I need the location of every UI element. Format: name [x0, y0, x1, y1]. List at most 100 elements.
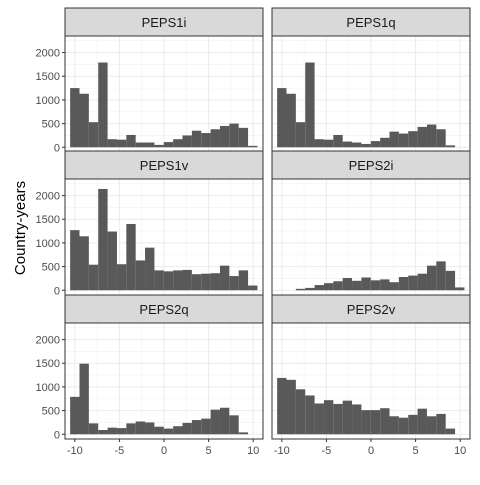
- histogram-bar: [229, 123, 239, 148]
- histogram-bar: [219, 125, 230, 148]
- histogram-bar: [191, 420, 202, 435]
- histogram-bar: [333, 281, 343, 291]
- histogram-bar: [277, 377, 287, 435]
- histogram-bar: [361, 410, 371, 435]
- histogram-bar: [361, 277, 371, 291]
- histogram-bar: [295, 288, 306, 291]
- panel-peps1q: PEPS1q: [271, 7, 471, 153]
- histogram-bar: [88, 122, 99, 148]
- histogram-bar: [182, 135, 192, 148]
- histogram-bar: [135, 421, 146, 435]
- histogram-bar: [191, 130, 202, 148]
- histogram-bar: [238, 270, 249, 291]
- histogram-bar: [163, 271, 174, 291]
- y-tick-label: 1000: [36, 95, 60, 107]
- histogram-bar: [445, 428, 456, 435]
- histogram-bar: [201, 418, 211, 435]
- y-tick-label: 1000: [36, 238, 60, 250]
- histogram-bar: [389, 416, 399, 435]
- histogram-bar: [229, 415, 239, 435]
- histogram-bar: [238, 127, 249, 148]
- histogram-bar: [408, 275, 418, 291]
- x-tick-label: 10: [247, 445, 259, 457]
- histogram-bar: [163, 428, 174, 435]
- histogram-bar: [173, 139, 183, 148]
- y-tick-label: 2000: [36, 191, 60, 203]
- y-tick-label: 1500: [36, 71, 60, 83]
- histogram-bar: [352, 142, 362, 148]
- y-tick-label: 1500: [36, 358, 60, 370]
- histogram-bar: [173, 426, 183, 435]
- histogram-bar: [107, 139, 117, 148]
- panel-strip: [64, 7, 264, 37]
- panel-title: PEPS2q: [139, 302, 188, 317]
- panel-peps2v: PEPS2v -10 -5 0 5 10: [271, 294, 471, 457]
- histogram-bar: [145, 422, 155, 435]
- x-tick-label: -5: [322, 445, 332, 457]
- histogram-bar: [398, 277, 409, 291]
- histogram-bar: [370, 410, 381, 435]
- histogram-bar: [70, 230, 80, 291]
- x-tick-label: -10: [67, 445, 83, 457]
- panel-peps2i: PEPS2i: [271, 150, 471, 296]
- panel-peps1v: PEPS1v 0 500 1000 1500 2000: [36, 150, 264, 297]
- histogram-bar: [314, 403, 324, 435]
- x-tick-label: 5: [206, 445, 212, 457]
- histogram-bar: [173, 270, 183, 291]
- histogram-bar: [305, 287, 315, 291]
- histogram-bar: [248, 145, 258, 148]
- y-tick-label: 500: [42, 119, 60, 131]
- histogram-bar: [398, 133, 409, 148]
- histogram-bar: [107, 427, 117, 435]
- histogram-bar: [135, 260, 146, 291]
- histogram-bar: [314, 139, 324, 148]
- histogram-bar: [342, 277, 353, 291]
- histogram-bar: [398, 417, 409, 435]
- histogram-bar: [182, 269, 192, 291]
- histogram-bar: [229, 276, 239, 291]
- y-tick-label: 0: [54, 429, 60, 441]
- y-tick-label: 1000: [36, 382, 60, 394]
- histogram-bar: [98, 62, 108, 148]
- histogram-bar: [70, 396, 80, 435]
- panel-title: PEPS1v: [140, 158, 189, 173]
- histogram-bar: [79, 236, 89, 291]
- x-tick-label: 5: [413, 445, 419, 457]
- histogram-bar: [370, 141, 381, 148]
- histogram-bar: [380, 408, 390, 435]
- panel-strip: [64, 294, 264, 324]
- histogram-bar: [352, 404, 362, 435]
- x-tick-label: 10: [454, 445, 466, 457]
- histogram-bar: [210, 273, 220, 291]
- histogram-bar: [154, 426, 164, 435]
- y-tick-label: 0: [54, 142, 60, 154]
- histogram-bar: [295, 122, 306, 148]
- histogram-bar: [154, 144, 164, 148]
- histogram-bar: [163, 142, 174, 148]
- histogram-bar: [286, 379, 296, 435]
- histogram-bar: [126, 423, 136, 435]
- panel-title: PEPS2i: [349, 158, 394, 173]
- histogram-bar: [445, 145, 456, 148]
- histogram-bar: [88, 423, 99, 435]
- histogram-bar: [436, 129, 446, 148]
- histogram-bar: [380, 279, 390, 291]
- histogram-bar: [88, 264, 99, 291]
- panel-strip: [64, 150, 264, 180]
- histogram-bar: [426, 124, 437, 148]
- histogram-bar: [98, 188, 108, 291]
- histogram-bar: [333, 403, 343, 435]
- histogram-bar: [408, 131, 418, 148]
- histogram-bar: [370, 280, 381, 291]
- panel-strip: [271, 150, 471, 180]
- histogram-bar: [116, 264, 127, 291]
- y-axis-title: Country-years: [12, 181, 29, 275]
- panel-peps1i: PEPS1i 0 500 1000 1500 2000: [36, 7, 264, 154]
- panel-peps2q: PEPS2q 0 500 1000 1500 2000 -10 -5 0 5 10: [36, 294, 264, 457]
- histogram-bar: [210, 409, 220, 435]
- panel-strip: [271, 7, 471, 37]
- histogram-bar: [436, 261, 446, 291]
- histogram-bar: [342, 141, 353, 148]
- histogram-bar: [116, 139, 127, 148]
